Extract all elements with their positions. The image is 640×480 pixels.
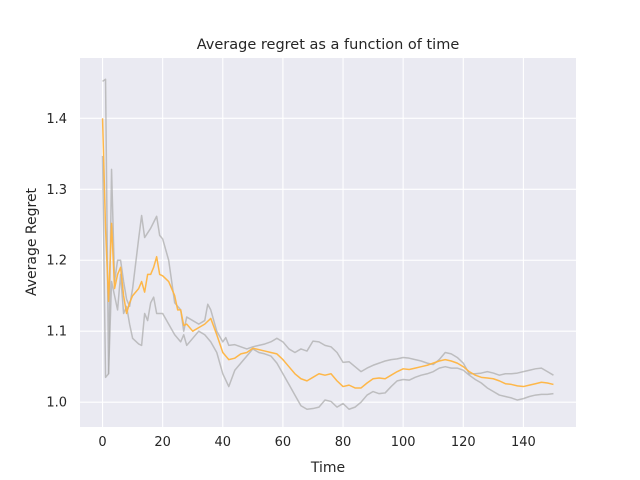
x-axis-label: Time: [310, 460, 345, 476]
x-tick-label: 60: [275, 435, 292, 450]
x-tick-label: 140: [511, 435, 536, 450]
grid-lines: [80, 58, 576, 427]
mean-line: [101, 118, 554, 389]
x-tick-label: 100: [391, 435, 416, 450]
x-tick-label: 80: [335, 435, 352, 450]
upper-band-line: [102, 78, 554, 376]
x-tick-label: 40: [215, 435, 232, 450]
y-tick-label: 1.4: [46, 112, 67, 127]
plot-background: [80, 58, 576, 427]
y-tick-label: 1.2: [46, 254, 67, 269]
y-tick-label: 1.1: [46, 325, 67, 340]
lower-band-line: [101, 155, 554, 411]
x-tick-label: 0: [98, 435, 106, 450]
x-tick-label: 120: [451, 435, 476, 450]
y-axis-label: Average Regret: [24, 187, 40, 296]
y-tick-labels: 1.0 1.1 1.2 1.3 1.4: [46, 112, 67, 411]
x-tick-labels: 0 20 40 60 80 100 120 140: [98, 435, 535, 450]
x-tick-label: 20: [154, 435, 171, 450]
series-group: [101, 78, 554, 411]
y-tick-label: 1.3: [46, 183, 67, 198]
y-tick-label: 1.0: [46, 396, 67, 411]
chart-title: Average regret as a function of time: [197, 37, 460, 53]
